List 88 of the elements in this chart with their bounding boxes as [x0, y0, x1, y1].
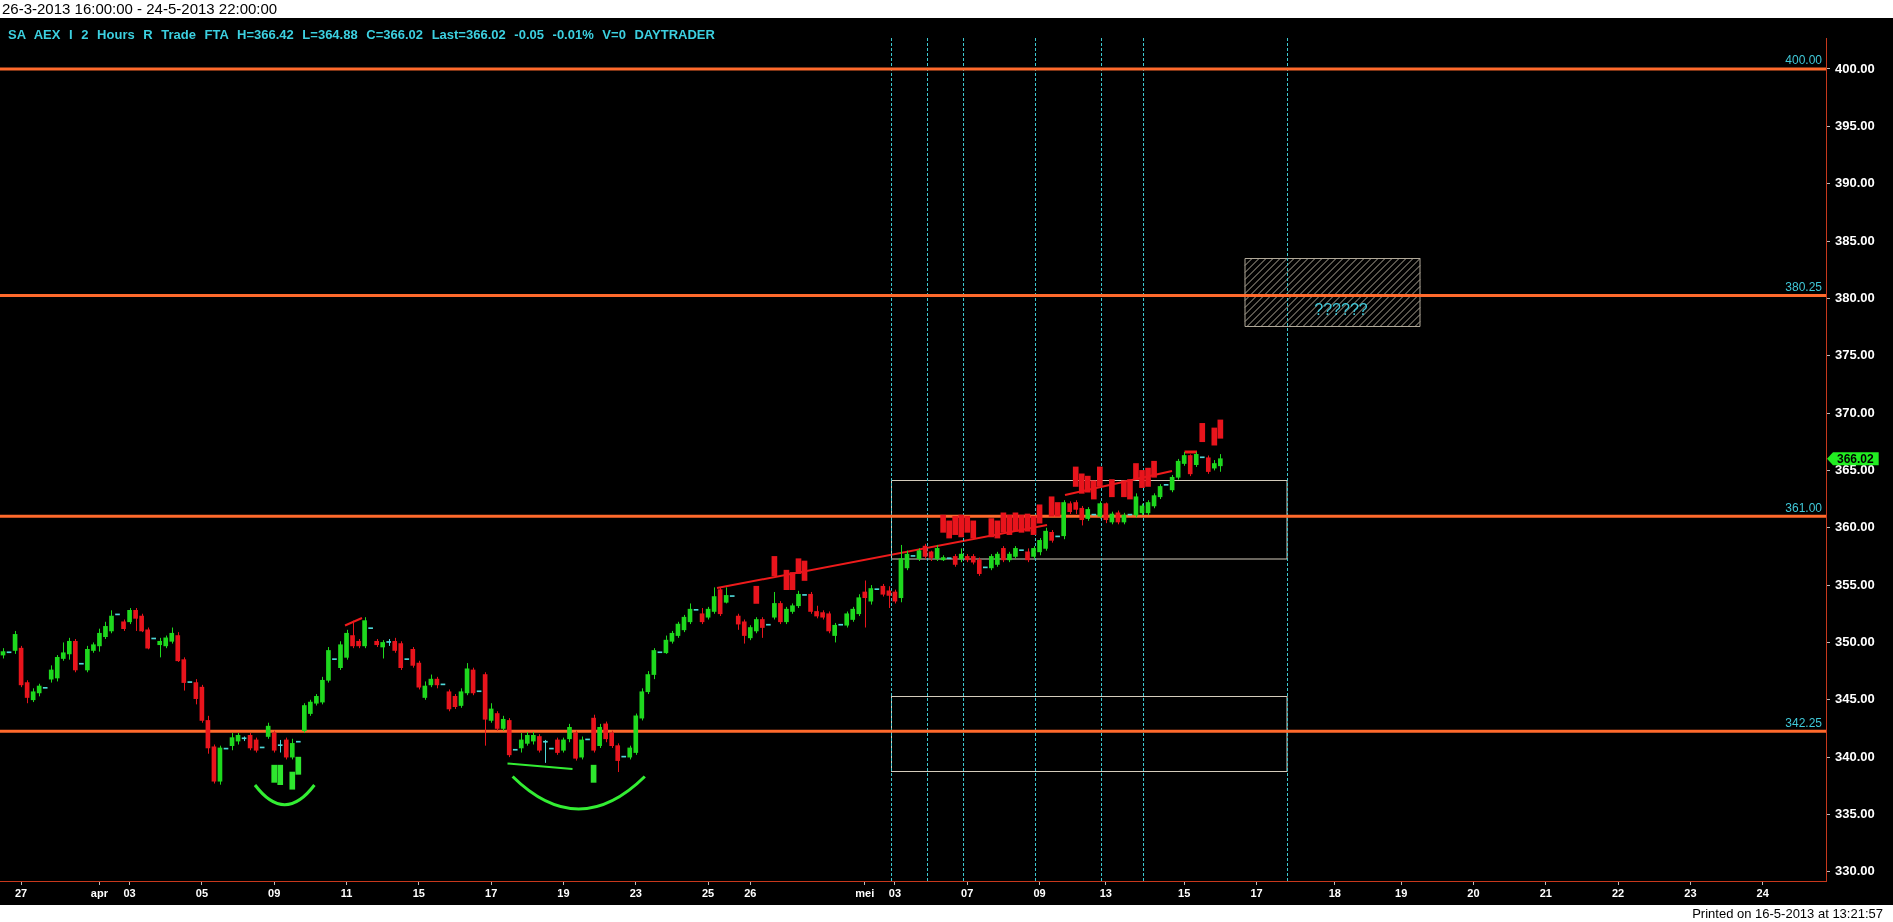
candlestick	[868, 584, 874, 606]
ref-line-label: 380.25	[1785, 279, 1823, 294]
x-tick-label: 15	[1178, 886, 1191, 899]
y-tick-label: 360.00	[1835, 519, 1875, 535]
candlestick	[874, 588, 880, 591]
candlestick	[597, 723, 602, 749]
x-tick-label: 15	[412, 886, 425, 899]
x-tick-label: 25	[701, 886, 715, 899]
text: Printed on 16-5-2013 at 13:21:57	[1692, 906, 1883, 921]
x-tick-label: 24	[1756, 886, 1770, 899]
candlestick	[543, 739, 548, 764]
candlestick	[6, 651, 12, 654]
candlestick	[772, 591, 777, 620]
candlestick	[862, 580, 868, 629]
y-tick-label: 345.00	[1835, 691, 1875, 707]
candlestick	[380, 639, 386, 659]
x-tick-label: 19	[557, 886, 570, 899]
x-tick-label: 22	[1611, 886, 1625, 899]
ref-line-label: 361.00	[1785, 500, 1823, 515]
y-tick-label: 380.00	[1835, 289, 1875, 305]
x-tick-label: 07	[961, 886, 974, 899]
x-tick-label: 26	[744, 886, 757, 899]
x-tick-label: 05	[195, 886, 209, 899]
candlestick	[79, 662, 84, 665]
ref-line-label: 400.00	[1785, 53, 1823, 68]
candlestick	[42, 686, 48, 689]
candlestick	[838, 623, 844, 626]
candlestick	[1199, 456, 1205, 459]
bar	[1109, 479, 1115, 498]
candlestick	[1187, 453, 1193, 477]
y-tick-label: 400.00	[1835, 60, 1875, 76]
bar	[753, 585, 760, 604]
candlestick	[1019, 549, 1024, 552]
candlestick	[512, 748, 518, 751]
candlestick	[579, 735, 584, 760]
y-tick-label: 375.00	[1835, 347, 1875, 363]
x-tick-label: 17	[485, 886, 498, 899]
candlestick	[778, 600, 783, 625]
candlestick	[946, 557, 952, 560]
candlestick	[1205, 454, 1211, 475]
bar	[1199, 423, 1206, 443]
x-tick-label: 09	[1033, 886, 1046, 899]
x-tick-label: 21	[1539, 886, 1552, 899]
x-tick-label: 03	[123, 886, 136, 899]
y-tick-label: 385.00	[1835, 232, 1875, 248]
x-tick-label: 27	[14, 886, 28, 899]
y-tick-label: 390.00	[1835, 175, 1875, 191]
candlestick	[1163, 483, 1169, 486]
candlestick	[295, 740, 301, 743]
y-tick-label: 370.00	[1835, 404, 1875, 420]
x-tick-label: 13	[1099, 886, 1112, 899]
candlestick	[766, 623, 771, 626]
y-tick-label: 355.00	[1835, 576, 1875, 592]
x-tick-label: mei	[855, 886, 875, 899]
text: 366.02	[1837, 451, 1875, 466]
x-tick-label: 19	[1395, 886, 1408, 899]
chart-subtitle: SA AEX I 2 Hours R Trade FTA H=366.42 L=364.88 C=366.02 Last=366.02 -0.05 -0.01% V=0 DAYTRADER	[8, 27, 715, 42]
x-tick-label: 23	[629, 886, 642, 899]
x-tick-label: 17	[1250, 886, 1263, 899]
x-tick-label: 11	[340, 886, 353, 899]
x-tick-label: apr	[90, 886, 109, 899]
y-tick-label: 350.00	[1835, 634, 1875, 650]
ref-line-label: 342.25	[1785, 715, 1823, 730]
annotation: ??????	[1314, 301, 1368, 319]
x-tick-label: 09	[268, 886, 281, 899]
candlestick	[760, 616, 765, 639]
candlestick	[567, 723, 572, 743]
candlestick	[657, 651, 663, 654]
candlestick	[289, 738, 295, 760]
candlestick	[832, 622, 837, 643]
y-tick-label: 340.00	[1835, 748, 1875, 764]
candlestick	[271, 730, 277, 754]
candlestick	[458, 687, 464, 709]
x-tick-label: 23	[1684, 886, 1697, 899]
candlestick	[693, 608, 699, 611]
x-tick-label: 03	[888, 886, 902, 899]
candlestick	[886, 585, 892, 609]
candlestick	[283, 737, 289, 760]
chart-title: 26-3-2013 16:00:00 - 24-5-2013 22:00:00	[2, 0, 278, 17]
y-tick-label: 330.00	[1835, 863, 1875, 879]
y-tick-label: 395.00	[1835, 117, 1875, 133]
candlestick	[410, 646, 416, 669]
x-tick-label: 18	[1328, 886, 1341, 899]
candlestick	[476, 690, 482, 693]
candlestick	[494, 710, 500, 732]
y-tick-label: 335.00	[1835, 806, 1875, 822]
candlestick	[537, 733, 542, 754]
x-tick-label: 20	[1467, 886, 1480, 899]
